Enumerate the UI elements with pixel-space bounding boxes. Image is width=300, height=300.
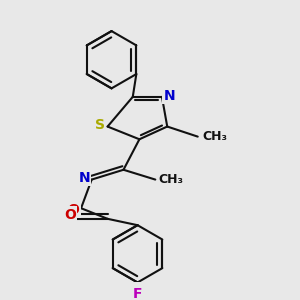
Text: O: O xyxy=(64,208,76,222)
Text: N: N xyxy=(164,89,175,103)
Text: S: S xyxy=(94,118,105,133)
Text: CH₃: CH₃ xyxy=(202,130,227,142)
Text: F: F xyxy=(133,286,142,300)
Text: CH₃: CH₃ xyxy=(158,172,184,185)
Text: O: O xyxy=(68,202,80,217)
Text: N: N xyxy=(78,171,90,185)
